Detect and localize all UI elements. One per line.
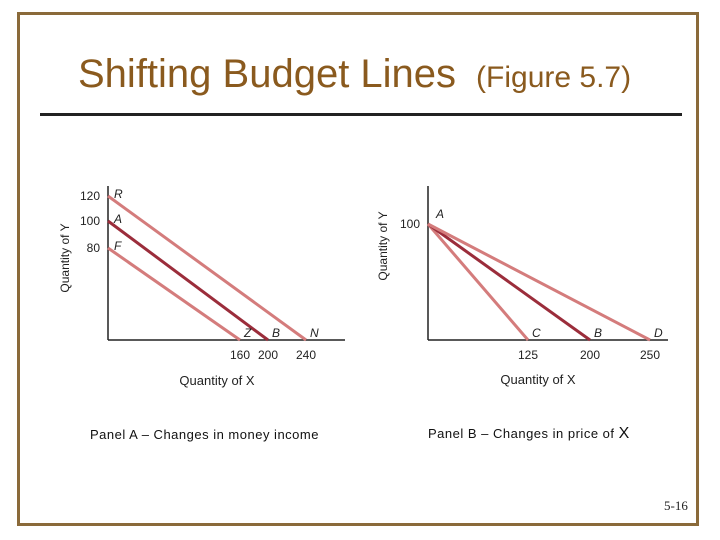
panel-a-budget-line-1 bbox=[107, 219, 269, 342]
slide-frame bbox=[17, 12, 699, 526]
panel-b-end-label-1: B bbox=[594, 326, 602, 340]
panel-a-budget-line-2 bbox=[107, 246, 241, 342]
title-figure-ref: (Figure 5.7) bbox=[476, 61, 632, 94]
panel-a-start-label-1: A bbox=[113, 212, 122, 226]
panel-b-start-label-0: A bbox=[435, 207, 444, 221]
panel-b-caption: Panel B – Changes in price of X bbox=[428, 425, 630, 443]
panel-b-x-tick-2: 250 bbox=[640, 348, 660, 362]
panel-b-end-label-2: D bbox=[654, 326, 663, 340]
panel-b-xlabel: Quantity of X bbox=[500, 372, 575, 387]
panel-a-x-tick-2: 240 bbox=[296, 348, 316, 362]
panel-b-end-label-0: C bbox=[532, 326, 541, 340]
panel-b-caption-text: Panel B – Changes in price of bbox=[428, 426, 619, 441]
panel-b-budget-line-0 bbox=[426, 223, 530, 341]
panel-a-end-label-0: N bbox=[310, 326, 319, 340]
panel-a-y-tick-1: 100 bbox=[80, 214, 100, 228]
panel-a-xlabel: Quantity of X bbox=[179, 373, 254, 388]
panel-a-marks: 120 100 80 160 200 240 R N A B F Z bbox=[80, 187, 319, 362]
panel-a-y-tick-0: 120 bbox=[80, 189, 100, 203]
panel-b-caption-x: X bbox=[618, 425, 630, 442]
panel-b-x-tick-0: 125 bbox=[518, 348, 538, 362]
title-text: Shifting Budget Lines bbox=[78, 52, 457, 96]
panel-b-marks: 100 125 200 250 A C B D bbox=[400, 207, 663, 362]
panel-a-ylabel: Quantity of Y bbox=[58, 223, 72, 292]
panel-a-caption: Panel A – Changes in money income bbox=[90, 427, 319, 442]
panel-a-y-tick-2: 80 bbox=[87, 241, 101, 255]
page-number: 5-16 bbox=[664, 498, 688, 513]
panel-a-x-tick-0: 160 bbox=[230, 348, 250, 362]
panel-b-budget-line-2 bbox=[427, 222, 651, 342]
panel-a-start-label-0: R bbox=[114, 187, 123, 201]
panel-a-end-label-1: B bbox=[272, 326, 280, 340]
title-divider bbox=[40, 113, 682, 116]
panel-b-ylabel: Quantity of Y bbox=[376, 211, 390, 280]
panel-a-x-tick-1: 200 bbox=[258, 348, 278, 362]
panel-b-y-tick-0: 100 bbox=[400, 217, 420, 231]
slide-title: Shifting Budget Lines (Figure 5.7) bbox=[78, 52, 631, 97]
panel-a-end-label-2: Z bbox=[243, 326, 252, 340]
panel-a-start-label-2: F bbox=[114, 239, 122, 253]
panel-a-budget-line-0 bbox=[107, 194, 307, 342]
panel-b-x-tick-1: 200 bbox=[580, 348, 600, 362]
panel-b-budget-line-1 bbox=[427, 222, 591, 342]
